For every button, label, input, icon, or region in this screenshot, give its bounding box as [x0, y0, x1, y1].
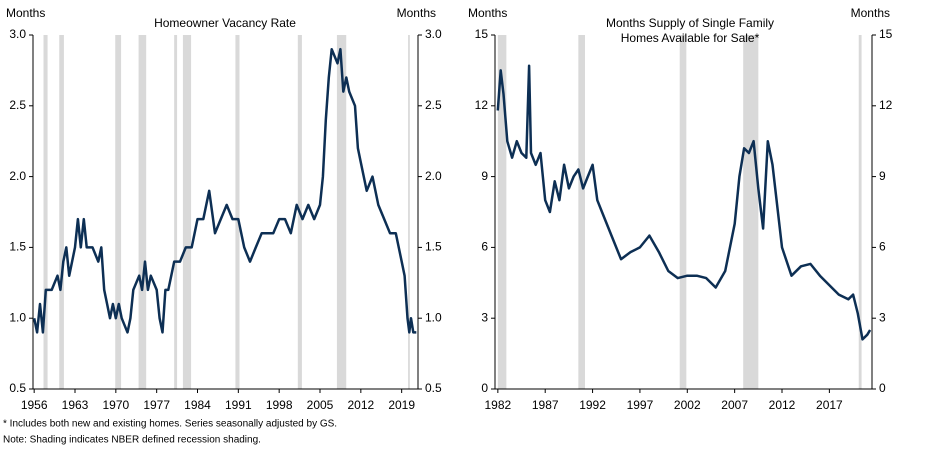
- x-tick-label: 2012: [769, 398, 796, 412]
- recession-band: [336, 35, 347, 389]
- x-tick-label: 1987: [532, 398, 559, 412]
- x-tick-label: 1997: [627, 398, 654, 412]
- x-tick-label: 1991: [225, 398, 252, 412]
- chart-title: Homeowner Vacancy Rate: [154, 16, 296, 30]
- x-tick-label: 1982: [484, 398, 511, 412]
- y2-tick-label: 2.0: [425, 169, 442, 183]
- y-axis-label: Months: [468, 6, 507, 20]
- x-tick-label: 2005: [307, 398, 334, 412]
- recession-band: [578, 35, 585, 389]
- y2-tick-label: 3.0: [425, 27, 442, 41]
- y-tick-label: 15: [475, 27, 489, 41]
- y-axis-label: Months: [6, 6, 45, 20]
- y-tick-label: 3.0: [9, 27, 26, 41]
- x-tick-label: 1992: [579, 398, 606, 412]
- data-line: [32, 47, 417, 334]
- recession-band: [182, 35, 192, 389]
- y-tick-label: 9: [481, 169, 488, 183]
- recession-band: [679, 35, 687, 389]
- x-tick-label: 1970: [102, 398, 129, 412]
- data-line: [496, 64, 872, 341]
- x-tick-label: 2012: [347, 398, 374, 412]
- recession-band: [743, 35, 759, 389]
- y2-tick-label: 1.5: [425, 240, 442, 254]
- x-tick-label: 1984: [184, 398, 211, 412]
- recession-band: [235, 35, 240, 389]
- y2-tick-label: 9: [879, 169, 886, 183]
- x-tick-label: 1963: [62, 398, 89, 412]
- y2-tick-label: 6: [879, 240, 886, 254]
- y-tick-label: 6: [481, 240, 488, 254]
- x-tick-label: 1977: [143, 398, 170, 412]
- x-tick-label: 2017: [816, 398, 843, 412]
- y-tick-label: 0: [481, 381, 488, 395]
- y-tick-label: 1.0: [9, 310, 26, 324]
- y2-tick-label: 2.5: [425, 98, 442, 112]
- y-tick-label: 1.5: [9, 240, 26, 254]
- y2-tick-label: 15: [879, 27, 893, 41]
- y2-tick-label: 12: [879, 98, 893, 112]
- x-tick-label: 2002: [674, 398, 701, 412]
- recession-band: [138, 35, 147, 389]
- x-tick-label: 2019: [388, 398, 415, 412]
- y2-tick-label: 1.0: [425, 310, 442, 324]
- y2-tick-label: 3: [879, 310, 886, 324]
- recession-band: [174, 35, 178, 389]
- y-tick-label: 0.5: [9, 381, 26, 395]
- y-tick-label: 2.5: [9, 98, 26, 112]
- recession-band: [408, 35, 410, 389]
- y2-tick-label: 0.5: [425, 381, 442, 395]
- y2-axis-label: Months: [397, 6, 436, 20]
- chart-title: Months Supply of Single Family: [606, 16, 774, 30]
- x-tick-label: 2007: [721, 398, 748, 412]
- x-tick-label: 1956: [21, 398, 48, 412]
- recession-band: [59, 35, 64, 389]
- chart-title: Homes Available for Sale*: [621, 31, 760, 45]
- y-tick-label: 3: [481, 310, 488, 324]
- footnote: * Includes both new and existing homes. …: [3, 419, 337, 430]
- x-tick-label: 1998: [266, 398, 293, 412]
- y-tick-label: 12: [475, 98, 489, 112]
- recession-band: [115, 35, 122, 389]
- y2-tick-label: 0: [879, 381, 886, 395]
- recession-band: [43, 35, 48, 389]
- recession-band: [858, 35, 862, 389]
- y2-axis-label: Months: [851, 6, 890, 20]
- recession-band: [497, 35, 507, 389]
- footnote: Note: Shading indicates NBER defined rec…: [3, 435, 261, 446]
- y-tick-label: 2.0: [9, 169, 26, 183]
